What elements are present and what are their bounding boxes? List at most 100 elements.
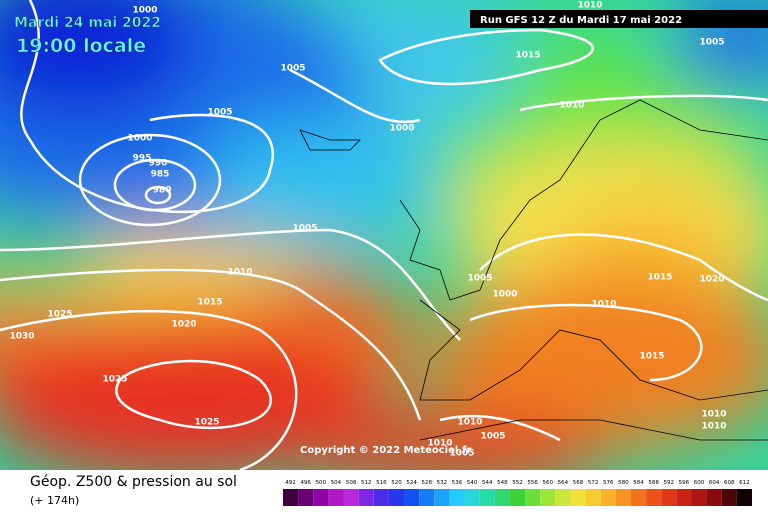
scale-label: 568 [573,480,584,486]
scale-swatch [313,489,329,506]
scale-swatch [570,489,586,506]
scale-label: 556 [527,480,538,486]
scale-swatch [706,489,722,506]
scale-label: 596 [679,480,690,486]
scale-swatch [358,489,374,506]
isobar-label: 1010 [559,101,584,111]
isobar-label: 980 [153,186,172,196]
isobar-label: 1005 [280,64,305,74]
scale-swatch [721,489,737,506]
scale-swatch [630,489,647,506]
isobar-label: 1010 [591,300,616,310]
scale-label: 524 [406,480,417,486]
map-field [0,0,768,470]
scale-swatch [479,489,495,506]
scale-swatch [555,489,571,506]
scale-label: 532 [437,480,448,486]
scale-swatch [404,489,420,506]
isobar-label: 990 [149,159,168,169]
scale-swatch [419,489,435,506]
scale-label: 516 [376,480,387,486]
isobar-label: 1010 [701,422,726,432]
scale-label: 600 [694,480,705,486]
scale-label: 592 [664,480,675,486]
scale-label: 508 [346,480,357,486]
isobar-label: 1005 [449,449,474,459]
isobar-label: 1005 [480,432,505,442]
scale-swatch [600,489,616,506]
scale-label: 504 [331,480,342,486]
isobar-label: 1010 [577,1,602,11]
scale-swatch [434,489,450,506]
isobar-label: 1000 [127,134,152,144]
scale-swatch [615,489,631,506]
scale-label: 584 [633,480,644,486]
scale-label: 500 [316,480,327,486]
isobar-label: 1005 [292,224,317,234]
scale-swatch [494,489,510,506]
scale-swatch [298,489,314,506]
scale-label: 496 [300,480,311,486]
isobar-label: 1000 [492,290,517,300]
scale-label: 528 [421,480,432,486]
scale-label: 520 [391,480,402,486]
isobar-label: 1005 [467,274,492,284]
scale-label: 580 [618,480,629,486]
scale-swatch [646,489,662,506]
isobar-label: 1025 [102,375,127,385]
scale-swatch [388,489,405,506]
map-time: 19:00 locale [16,35,146,57]
scale-label: 588 [648,480,659,486]
footer-lead: (+ 174h) [30,494,79,507]
scale-swatch [283,489,299,506]
scale-label: 492 [285,480,296,486]
map-date: Mardi 24 mai 2022 [14,15,161,31]
scale-swatch [343,489,359,506]
scale-label: 548 [497,480,508,486]
scale-label: 512 [361,480,372,486]
scale-swatch [736,489,752,506]
isobar-label: 1020 [699,275,724,285]
isobar-label: 1015 [197,298,222,308]
footer-title: Géop. Z500 & pression au sol [30,474,237,490]
scale-label: 576 [603,480,614,486]
scale-label: 572 [588,480,599,486]
scale-swatch [449,489,465,506]
scale-label: 544 [482,480,493,486]
scale-swatch [509,489,526,506]
scale-swatch [585,489,601,506]
isobar-label: 1010 [457,418,482,428]
scale-label: 536 [452,480,463,486]
scale-label: 608 [724,480,735,486]
scale-swatch [464,489,480,506]
scale-swatch [525,489,541,506]
isobar-label: 1005 [699,38,724,48]
isobar-label: 1020 [171,320,196,330]
run-label-box [470,10,768,28]
scale-swatch [540,489,556,506]
isobar-label: 995 [133,154,152,164]
scale-label: 612 [739,480,750,486]
isobar-label: 1015 [515,51,540,61]
isobar-label: 1005 [207,108,232,118]
isobar-label: 1030 [9,332,34,342]
isobar-label: 1010 [701,410,726,420]
isobar-label: 1025 [47,310,72,320]
copyright: Copyright © 2022 Meteociel.fr [300,445,471,456]
scale-swatch [661,489,677,506]
scale-swatch [373,489,389,506]
isobar-label: 1010 [427,439,452,449]
isobar-label: 985 [151,170,170,180]
run-label: Run GFS 12 Z du Mardi 17 mai 2022 [480,15,682,26]
isobar-label: 1000 [132,6,157,16]
scale-swatch [328,489,344,506]
scale-label: 552 [512,480,523,486]
scale-swatch [676,489,692,506]
scale-label: 604 [709,480,720,486]
isobar-label: 1015 [639,352,664,362]
isobar-label: 1015 [647,273,672,283]
scale-swatch [691,489,707,506]
scale-label: 560 [543,480,554,486]
isobar-label: 1025 [194,418,219,428]
